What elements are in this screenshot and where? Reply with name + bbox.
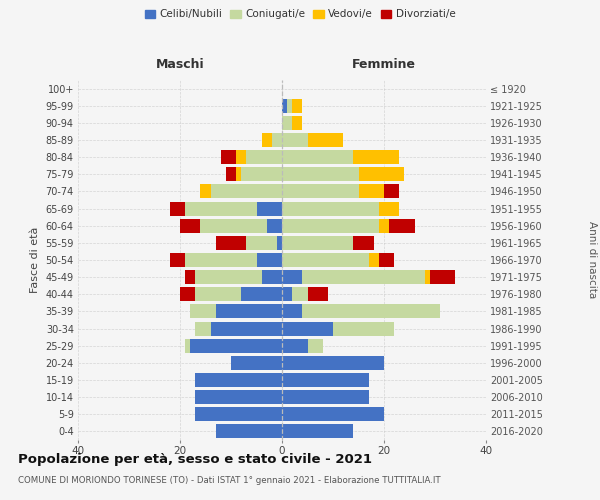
Text: Anni di nascita: Anni di nascita	[587, 222, 597, 298]
Bar	[302, 304, 440, 318]
Bar	[282, 133, 308, 147]
Bar	[292, 98, 302, 112]
Bar	[196, 270, 262, 284]
Bar	[257, 202, 282, 215]
Bar	[359, 168, 404, 181]
Bar	[389, 218, 415, 232]
Bar	[384, 184, 400, 198]
Bar	[180, 218, 200, 232]
Bar	[430, 270, 455, 284]
Bar	[196, 288, 241, 302]
Text: COMUNE DI MORIONDO TORINESE (TO) - Dati ISTAT 1° gennaio 2021 - Elaborazione TUT: COMUNE DI MORIONDO TORINESE (TO) - Dati …	[18, 476, 440, 485]
Bar	[262, 270, 282, 284]
Bar	[425, 270, 430, 284]
Bar	[211, 184, 282, 198]
Bar	[308, 338, 323, 352]
Bar	[282, 288, 292, 302]
Bar	[369, 253, 379, 267]
Bar	[267, 218, 282, 232]
Text: Popolazione per età, sesso e stato civile - 2021: Popolazione per età, sesso e stato civil…	[18, 452, 372, 466]
Bar	[379, 202, 400, 215]
Bar	[190, 338, 282, 352]
Bar	[282, 373, 369, 387]
Bar	[231, 356, 282, 370]
Bar	[282, 168, 359, 181]
Bar	[282, 338, 308, 352]
Bar	[216, 304, 282, 318]
Bar	[282, 98, 287, 112]
Bar	[333, 322, 394, 336]
Text: Maschi: Maschi	[155, 58, 205, 70]
Bar	[282, 236, 353, 250]
Bar	[257, 253, 282, 267]
Bar	[247, 150, 282, 164]
Bar	[282, 424, 353, 438]
Bar	[196, 373, 282, 387]
Bar	[282, 270, 302, 284]
Bar	[216, 236, 247, 250]
Bar	[241, 168, 282, 181]
Bar	[200, 218, 267, 232]
Bar	[196, 322, 211, 336]
Bar	[196, 390, 282, 404]
Bar	[287, 98, 292, 112]
Bar	[236, 150, 247, 164]
Legend: Celibi/Nubili, Coniugati/e, Vedovi/e, Divorziati/e: Celibi/Nubili, Coniugati/e, Vedovi/e, Di…	[140, 5, 460, 24]
Bar	[200, 184, 211, 198]
Bar	[211, 322, 282, 336]
Bar	[185, 202, 257, 215]
Bar	[226, 168, 236, 181]
Bar	[308, 288, 328, 302]
Bar	[196, 408, 282, 422]
Bar	[282, 202, 379, 215]
Bar	[282, 322, 333, 336]
Bar	[282, 150, 353, 164]
Bar	[379, 253, 394, 267]
Bar	[247, 236, 277, 250]
Bar	[180, 288, 196, 302]
Bar	[292, 116, 302, 130]
Y-axis label: Fasce di età: Fasce di età	[30, 227, 40, 293]
Bar	[272, 133, 282, 147]
Bar	[190, 304, 216, 318]
Bar	[170, 202, 185, 215]
Bar	[282, 390, 369, 404]
Bar	[277, 236, 282, 250]
Bar	[282, 304, 302, 318]
Bar	[185, 253, 257, 267]
Bar	[359, 184, 384, 198]
Bar	[241, 288, 282, 302]
Bar	[302, 270, 425, 284]
Bar	[185, 338, 190, 352]
Text: Femmine: Femmine	[352, 58, 416, 70]
Bar	[292, 288, 308, 302]
Bar	[185, 270, 196, 284]
Bar	[282, 356, 384, 370]
Bar	[353, 150, 400, 164]
Bar	[379, 218, 389, 232]
Bar	[170, 253, 185, 267]
Bar	[236, 168, 241, 181]
Bar	[282, 253, 369, 267]
Bar	[282, 184, 359, 198]
Bar	[282, 218, 379, 232]
Bar	[353, 236, 374, 250]
Bar	[282, 408, 384, 422]
Bar	[262, 133, 272, 147]
Bar	[221, 150, 236, 164]
Bar	[216, 424, 282, 438]
Bar	[282, 116, 292, 130]
Bar	[308, 133, 343, 147]
